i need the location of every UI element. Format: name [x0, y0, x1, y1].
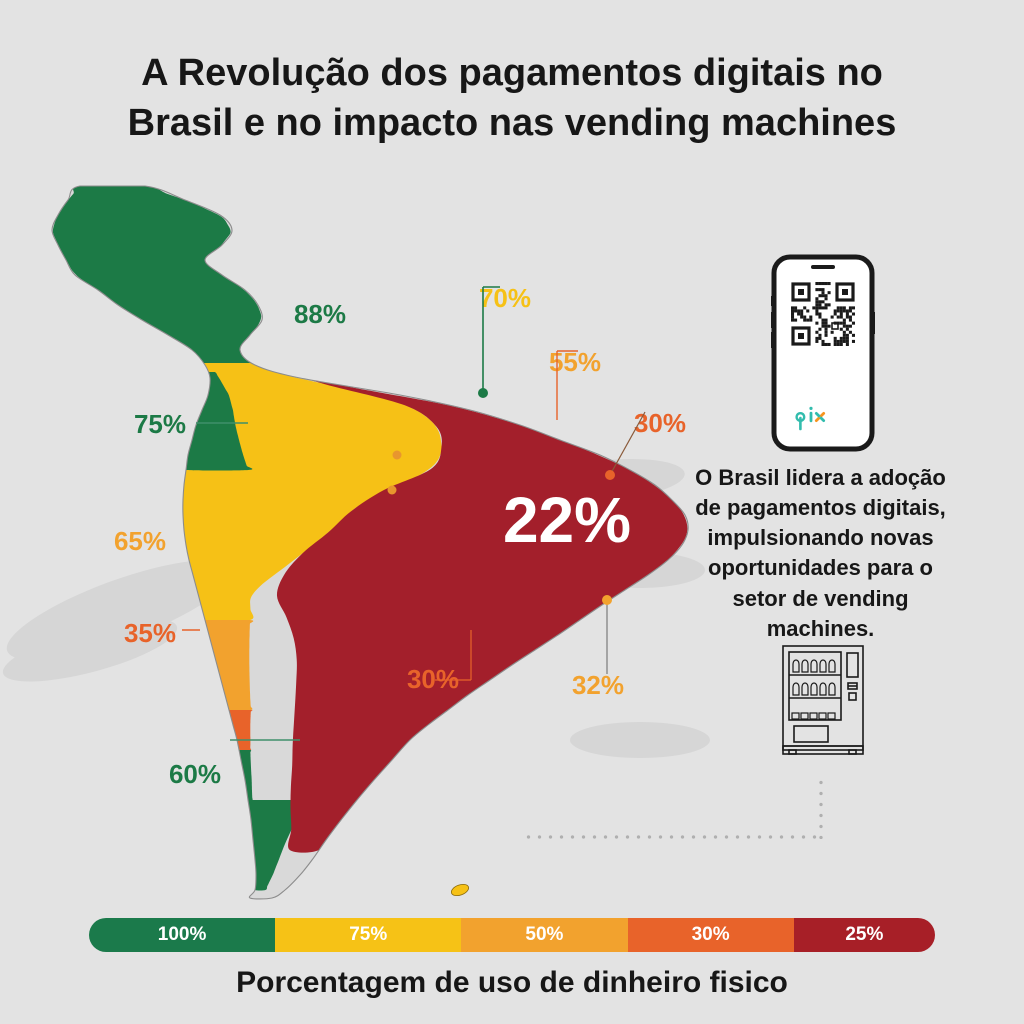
svg-text:35%: 35% — [124, 618, 176, 648]
svg-text:88%: 88% — [294, 299, 346, 329]
svg-text:22%: 22% — [503, 484, 631, 556]
svg-text:75%: 75% — [134, 409, 186, 439]
svg-text:60%: 60% — [169, 759, 221, 789]
svg-text:32%: 32% — [572, 670, 624, 700]
svg-text:30%: 30% — [407, 664, 459, 694]
svg-text:65%: 65% — [114, 526, 166, 556]
svg-text:30%: 30% — [634, 408, 686, 438]
